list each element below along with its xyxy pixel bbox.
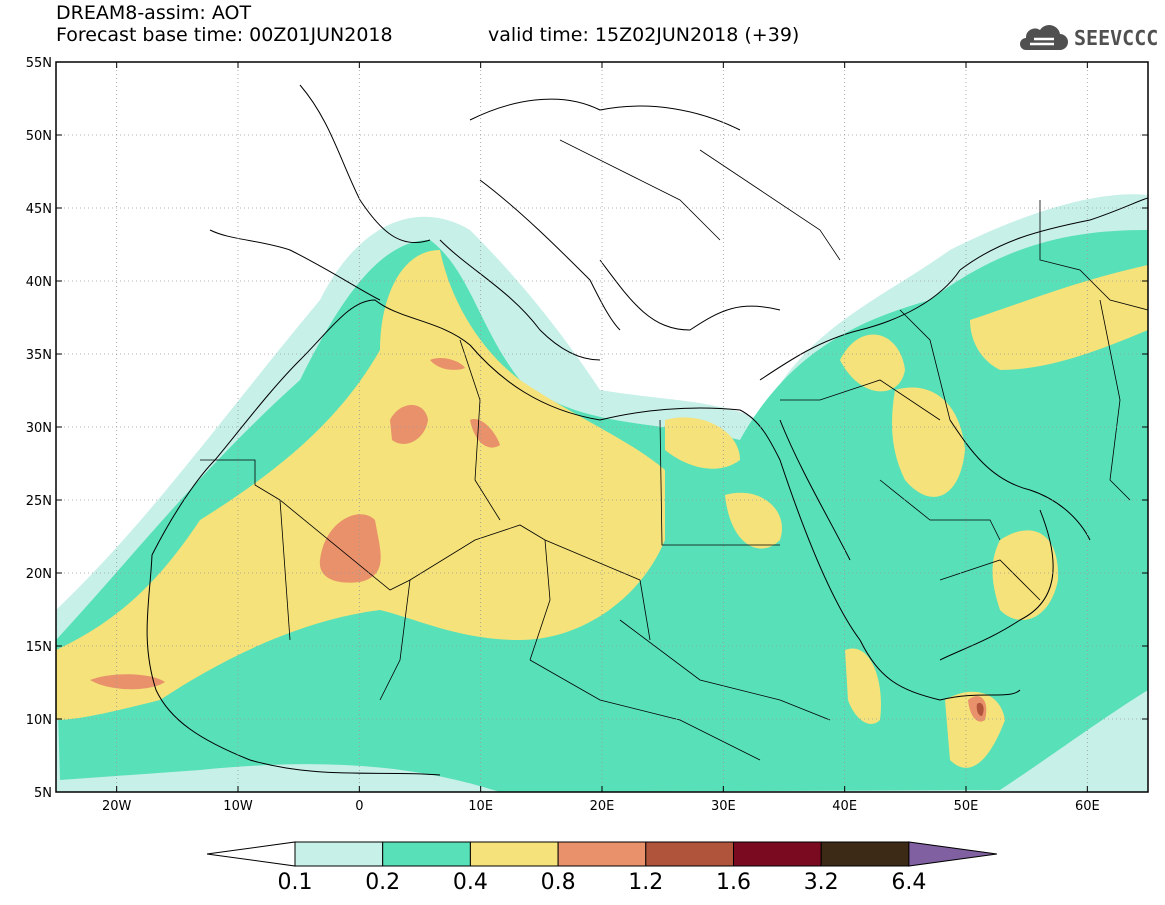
colorbar-level-label: 1.2 xyxy=(628,870,664,895)
aot-region-04-08 xyxy=(970,265,1148,370)
lat-label: 40N xyxy=(26,275,52,290)
lat-label: 20N xyxy=(26,567,52,582)
colorbar-level-label: 6.4 xyxy=(891,870,927,895)
lat-label: 45N xyxy=(26,202,52,217)
lat-label: 5N xyxy=(34,786,52,801)
aot-region-04-08 xyxy=(892,387,965,497)
aot-region-04-08 xyxy=(945,691,1005,768)
aot-region-04-08 xyxy=(725,492,782,549)
lat-label: 25N xyxy=(26,494,52,509)
lon-label: 10E xyxy=(468,799,493,814)
axis-ticks xyxy=(56,61,1148,793)
coastlines xyxy=(146,84,1148,776)
longitude-labels: 20W 10W 0 10E 20E 30E 40E 50E 60E xyxy=(102,799,1100,814)
colorbar-level-label: 0.2 xyxy=(365,870,401,895)
lon-label: 0 xyxy=(355,799,363,814)
aot-region-04-08 xyxy=(845,648,881,724)
lat-label: 10N xyxy=(26,713,52,728)
latitude-labels: 55N 50N 45N 40N 35N 30N 25N 20N 15N 10N 5N xyxy=(26,56,52,801)
lon-label: 50E xyxy=(954,799,979,814)
colorbar-level-label: 0.1 xyxy=(277,870,313,895)
valid-time: valid time: 15Z02JUN2018 (+39) xyxy=(488,24,800,46)
colorbar-level-label: 0.4 xyxy=(452,870,488,895)
lon-label: 20E xyxy=(590,799,615,814)
map-title: DREAM8-assim: AOT xyxy=(56,2,252,24)
lon-label: 20W xyxy=(102,799,132,814)
aot-region-08-12 xyxy=(430,357,465,370)
lat-label: 15N xyxy=(26,640,52,655)
cloud-icon xyxy=(1020,25,1068,50)
aot-region-08-12 xyxy=(90,674,165,690)
aot-region-04-08 xyxy=(840,334,905,392)
lat-label: 50N xyxy=(26,129,52,144)
gridlines xyxy=(56,62,1148,792)
aot-region-04-08 xyxy=(56,250,665,720)
lat-label: 30N xyxy=(26,421,52,436)
lat-label: 55N xyxy=(26,56,52,71)
aot-region-08-12 xyxy=(390,405,428,444)
aot-region-04-08 xyxy=(665,417,740,469)
lon-label: 10W xyxy=(223,799,253,814)
seevccc-logo: SEEVCCC xyxy=(1018,24,1158,54)
lon-label: 30E xyxy=(711,799,736,814)
aot-region-08-12 xyxy=(470,419,500,448)
logo-text: SEEVCCC xyxy=(1074,26,1159,50)
country-borders xyxy=(200,139,1148,761)
colorbar-level-label: 0.8 xyxy=(540,870,576,895)
forecast-base-time: Forecast base time: 00Z01JUN2018 xyxy=(56,24,393,46)
aot-region-04-08 xyxy=(992,530,1059,620)
aot-region-12-16 xyxy=(976,702,984,716)
colorbar-level-label: 3.2 xyxy=(803,870,839,895)
lon-label: 40E xyxy=(832,799,857,814)
lat-label: 35N xyxy=(26,348,52,363)
lon-label: 60E xyxy=(1075,799,1100,814)
colorbar-level-label: 1.6 xyxy=(716,870,751,895)
aot-region-08-12 xyxy=(319,514,381,583)
